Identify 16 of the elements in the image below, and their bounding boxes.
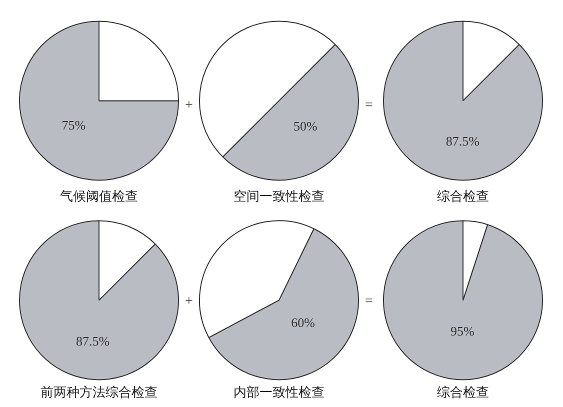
data-label: 95% bbox=[450, 323, 475, 338]
text: 综合检查 bbox=[437, 188, 489, 204]
data-label: 87.5% bbox=[76, 333, 110, 348]
text: = bbox=[365, 294, 373, 309]
data-label: 75% bbox=[62, 117, 86, 132]
text: + bbox=[185, 98, 193, 113]
data-label: 60% bbox=[291, 314, 316, 330]
text: 空间一致性检查 bbox=[234, 188, 324, 204]
data-label: 50% bbox=[294, 118, 318, 134]
text: 气候阈值检查 bbox=[60, 188, 138, 204]
data-label: 87.5% bbox=[446, 133, 480, 148]
text: 内部一致性检查 bbox=[234, 384, 324, 400]
text: 综合检查 bbox=[437, 384, 489, 400]
text: + bbox=[185, 294, 193, 309]
text: 前两种方法综合检查 bbox=[40, 384, 158, 400]
text: = bbox=[365, 98, 373, 113]
